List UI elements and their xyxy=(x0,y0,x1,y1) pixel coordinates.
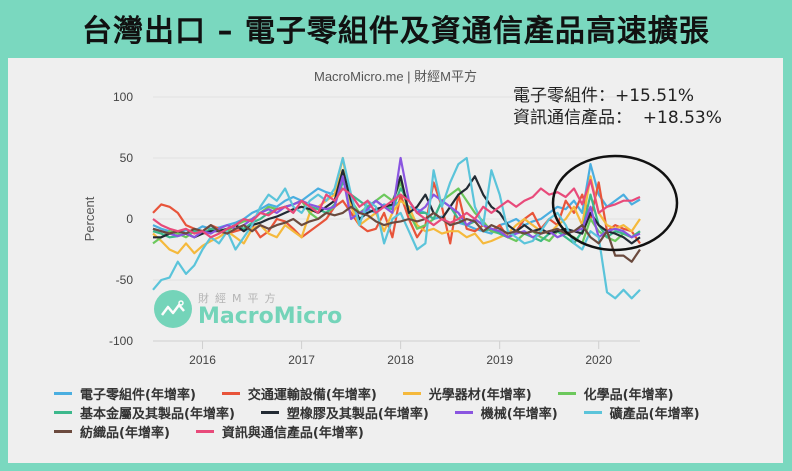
legend-item[interactable]: 電子零組件(年增率) xyxy=(54,384,196,403)
watermark-english: MacroMicro xyxy=(198,304,343,329)
legend-swatch-icon xyxy=(583,411,602,414)
series-line[interactable] xyxy=(152,156,641,300)
legend-label: 塑橡膠及其製品(年增率) xyxy=(286,407,429,422)
legend-item[interactable]: 交通運輸設備(年增率) xyxy=(221,384,377,403)
macromicro-watermark: 財經M平方 MacroMicro xyxy=(154,290,342,328)
x-tick-label: 2017 xyxy=(288,353,315,367)
legend-item[interactable]: 光學器材(年增率) xyxy=(402,384,532,403)
legend-row: 電子零組件(年增率) 交通運輸設備(年增率) 光學器材(年增率) 化學品(年增率) xyxy=(54,384,774,403)
legend-swatch-icon xyxy=(260,411,279,414)
legend-label: 化學品(年增率) xyxy=(583,388,674,403)
legend-row: 紡織品(年增率) 資訊與通信產品(年增率) xyxy=(54,422,774,441)
watermark-chinese: 財經M平方 xyxy=(198,292,282,305)
legend-swatch-icon xyxy=(54,411,72,414)
legend-item[interactable]: 塑橡膠及其製品(年增率) xyxy=(260,403,429,422)
legend-item[interactable]: 化學品(年增率) xyxy=(557,384,674,403)
x-tick-label: 2019 xyxy=(486,353,513,367)
chart-legend: 電子零組件(年增率) 交通運輸設備(年增率) 光學器材(年增率) 化學品(年增率) 基本… xyxy=(54,384,774,441)
series-line[interactable] xyxy=(152,205,641,263)
annotation-ict: 資訊通信產品： +18.53% xyxy=(513,108,722,128)
highlight-circle xyxy=(551,154,679,252)
series-line[interactable] xyxy=(152,162,641,235)
annotation-electronics: 電子零組件：+15.51% xyxy=(513,86,695,106)
x-tick-label: 2020 xyxy=(585,353,612,367)
legend-item[interactable]: 礦產品(年增率) xyxy=(583,403,700,422)
legend-swatch-icon xyxy=(54,430,72,433)
legend-swatch-icon xyxy=(454,411,473,414)
y-axis-label: Percent xyxy=(82,196,97,241)
legend-item[interactable]: 資訊與通信產品(年增率) xyxy=(195,422,364,441)
legend-swatch-icon xyxy=(221,392,240,395)
y-tick-label: 50 xyxy=(120,151,134,165)
chart-source: MacroMicro.me | 財經M平方 xyxy=(314,69,477,84)
legend-item[interactable]: 機械(年增率) xyxy=(454,403,558,422)
chart-panel: MacroMicro.me | 財經M平方 100 50 0 -50 -100 Perce… xyxy=(8,58,783,463)
legend-item[interactable]: 基本金屬及其製品(年增率) xyxy=(54,403,235,422)
legend-label: 光學器材(年增率) xyxy=(428,388,532,403)
legend-label: 礦產品(年增率) xyxy=(609,407,700,422)
legend-row: 基本金屬及其製品(年增率) 塑橡膠及其製品(年增率) 機械(年增率) 礦產品(年增率) xyxy=(54,403,774,422)
x-tick-label: 2016 xyxy=(189,353,216,367)
legend-swatch-icon xyxy=(402,392,421,395)
legend-item[interactable]: 紡織品(年增率) xyxy=(54,422,170,441)
macromicro-logo-icon xyxy=(154,290,192,328)
legend-label: 機械(年增率) xyxy=(480,407,558,422)
legend-label: 資訊與通信產品(年增率) xyxy=(221,426,364,441)
y-tick-label: -50 xyxy=(116,273,134,287)
y-tick-label: 100 xyxy=(113,90,133,104)
legend-label: 交通運輸設備(年增率) xyxy=(247,388,377,403)
series-line[interactable] xyxy=(152,156,641,239)
y-tick-label: -100 xyxy=(109,334,133,348)
x-tick-label: 2018 xyxy=(387,353,414,367)
legend-label: 基本金屬及其製品(年增率) xyxy=(80,407,235,422)
legend-swatch-icon xyxy=(54,392,72,395)
page-title: 台灣出口 – 電子零組件及資通信產品高速擴張 xyxy=(82,14,710,49)
legend-label: 電子零組件(年增率) xyxy=(80,388,196,403)
legend-swatch-icon xyxy=(195,430,214,433)
line-chart: 100 50 0 -50 -100 Percent 2016 2017 2018 2019 2020 xyxy=(82,90,679,367)
y-tick-label: 0 xyxy=(126,212,133,226)
series-line[interactable] xyxy=(152,178,641,239)
legend-label: 紡織品(年增率) xyxy=(80,426,170,441)
legend-swatch-icon xyxy=(557,392,576,395)
growth-annotation: 電子零組件：+15.51% 資訊通信產品： +18.53% xyxy=(513,85,722,129)
